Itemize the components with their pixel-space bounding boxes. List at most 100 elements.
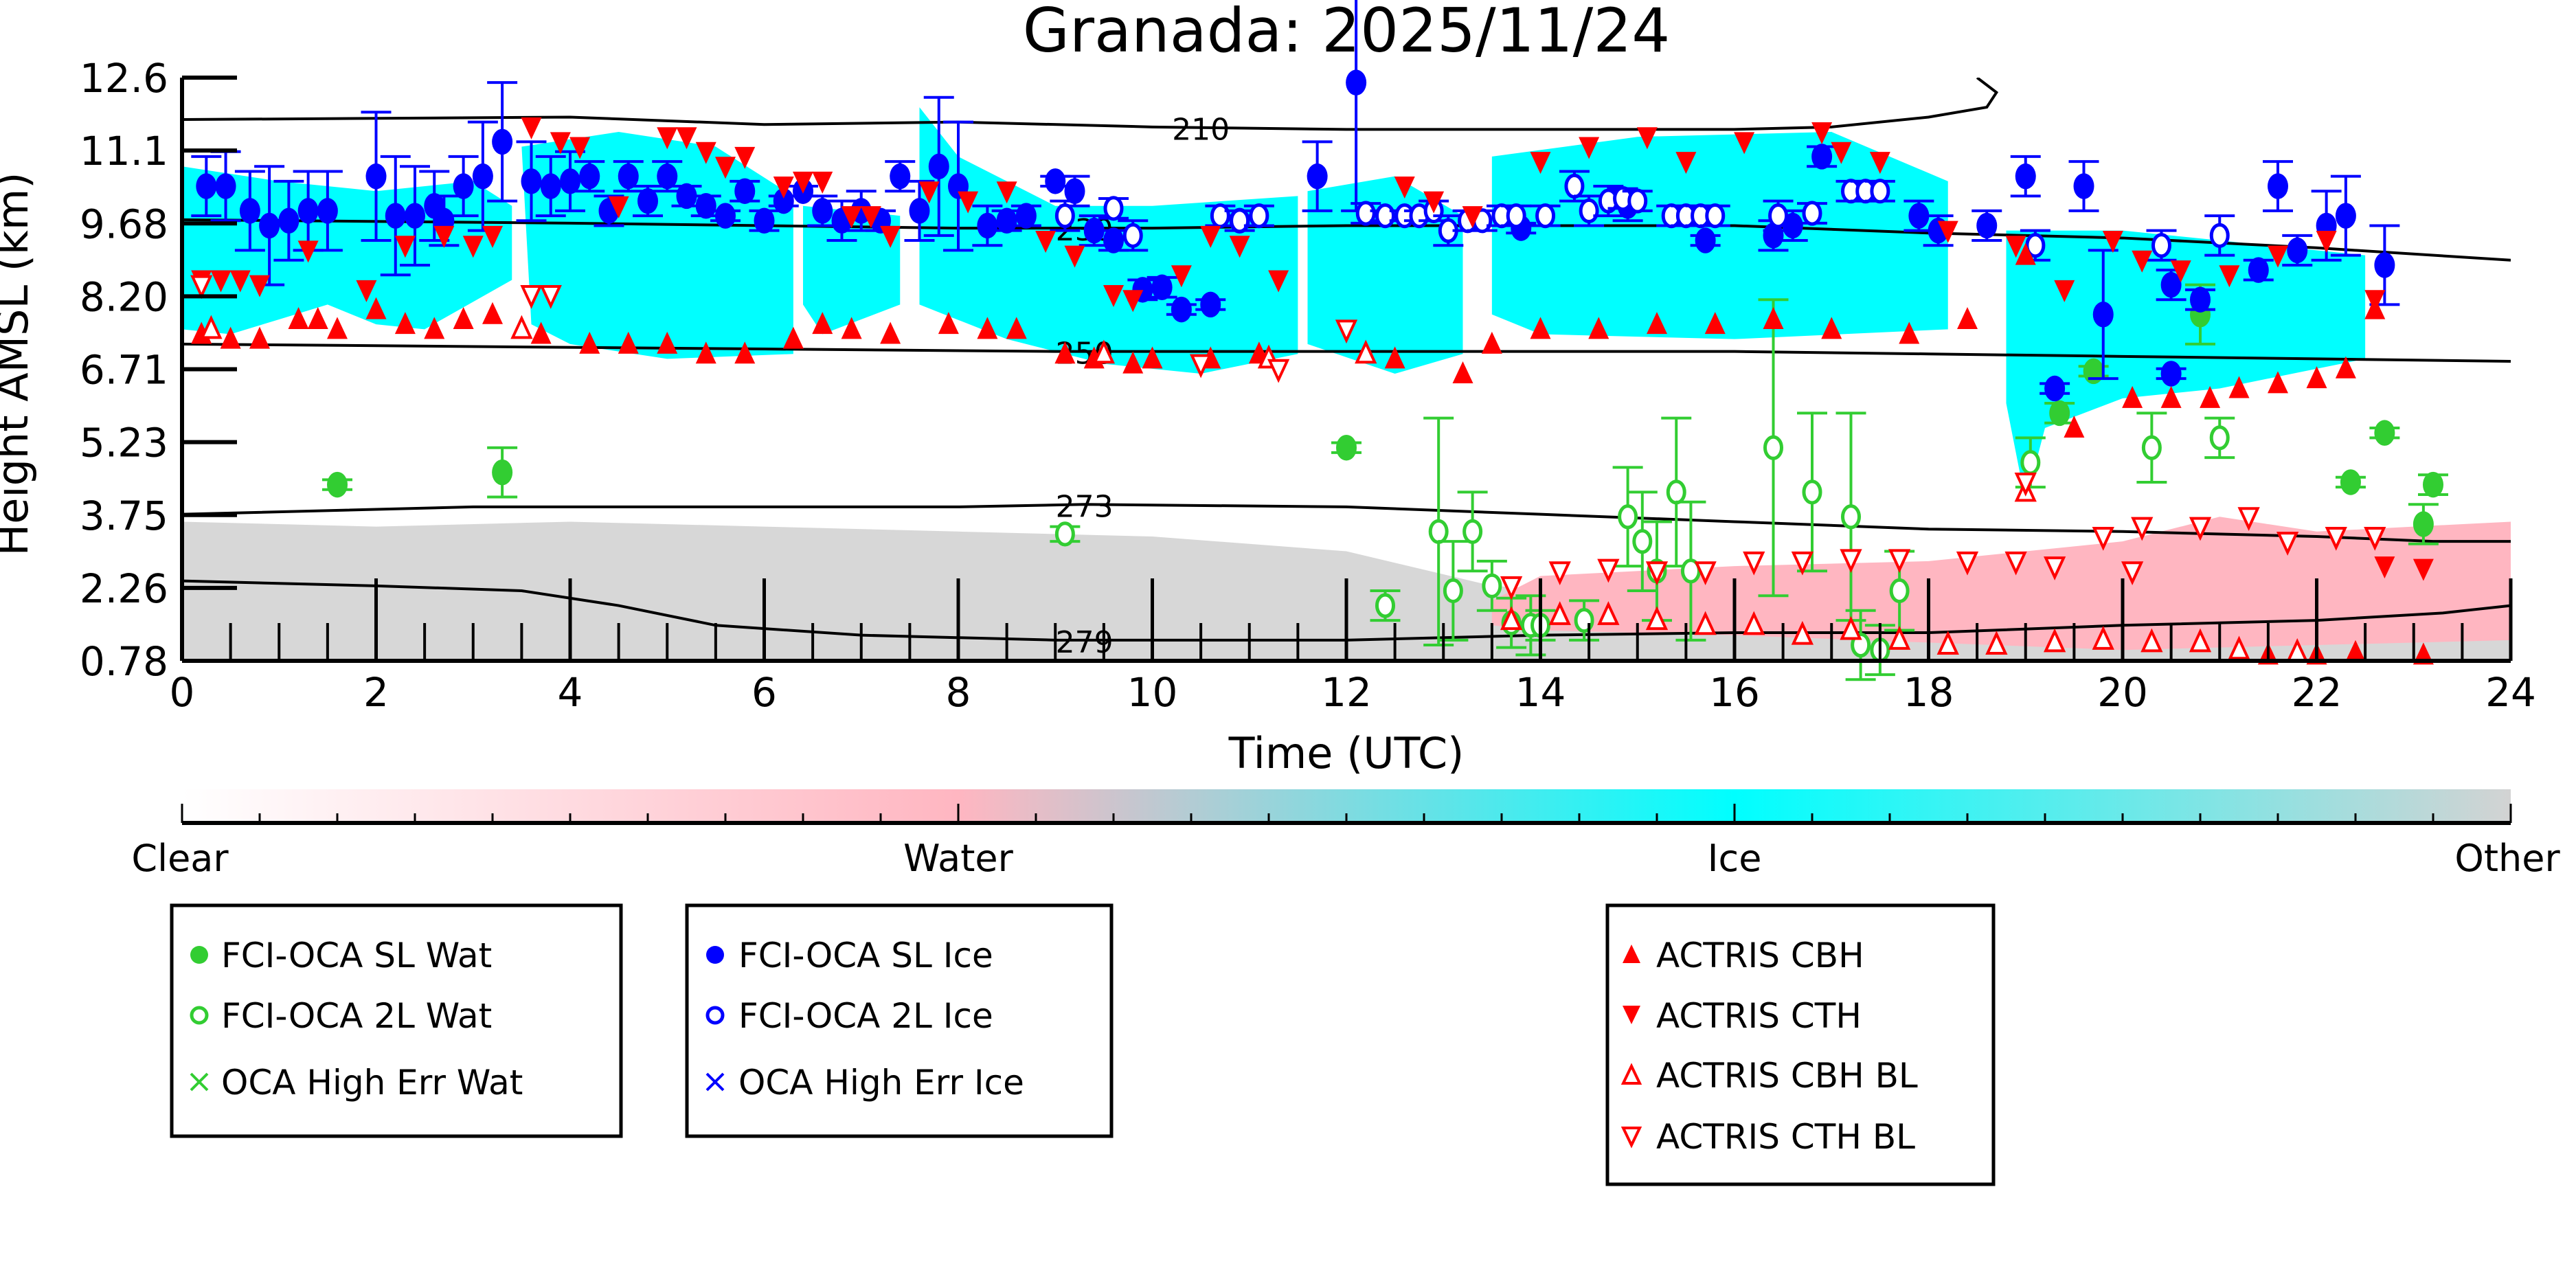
- data-point: [1937, 221, 1958, 243]
- data-point: [1956, 551, 1979, 576]
- legend-label: FCI-OCA SL Ice: [738, 936, 993, 975]
- data-point: [327, 317, 348, 339]
- data-point: [2132, 250, 2153, 273]
- data-point: [2005, 236, 2026, 258]
- x-tick-label: 20: [2097, 669, 2148, 716]
- data-point: [2189, 628, 2212, 653]
- data-point: [405, 203, 425, 229]
- data-point: [356, 280, 377, 302]
- data-point: [1645, 561, 1669, 586]
- data-point: [2287, 237, 2308, 264]
- data-point: [1092, 339, 1116, 364]
- data-point: [2268, 245, 2288, 268]
- data-point: [2219, 265, 2240, 288]
- legend-label: ACTRIS CBH BL: [1656, 1056, 1918, 1096]
- x-tick-label: 12: [1321, 669, 1372, 716]
- data-point: [453, 173, 474, 199]
- data-point: [1103, 196, 1124, 221]
- data-point: [2209, 223, 2230, 248]
- legend-marker-triangle-down-open: [1620, 1127, 1642, 1149]
- data-markers: [190, 0, 2448, 681]
- data-point: [715, 157, 736, 179]
- x-axis-label: Time (UTC): [1228, 728, 1465, 778]
- data-point: [637, 188, 658, 214]
- data-point: [2209, 425, 2230, 451]
- data-point: [220, 326, 241, 349]
- data-point: [2049, 400, 2070, 427]
- data-point: [1045, 168, 1066, 194]
- data-point: [190, 275, 213, 300]
- data-point: [1763, 435, 1783, 460]
- y-tick-label: 5.23: [80, 420, 168, 466]
- data-point: [278, 207, 300, 234]
- data-point: [2015, 163, 2036, 190]
- data-point: [1151, 274, 1173, 301]
- data-point: [657, 331, 678, 354]
- data-point: [1632, 529, 1653, 554]
- data-point: [1200, 291, 1221, 318]
- data-point: [1743, 551, 1765, 576]
- data-point: [734, 341, 756, 364]
- legend-marker-circle-filled: [706, 946, 724, 964]
- legend-marker-circle-open: [705, 1006, 725, 1025]
- data-point: [196, 173, 217, 199]
- colorbar-label-water: Water: [903, 837, 1013, 880]
- data-point: [569, 137, 591, 159]
- data-point: [1831, 142, 1852, 164]
- x-tick-label: 8: [946, 669, 971, 716]
- data-point: [394, 312, 416, 335]
- data-point: [1840, 549, 1862, 574]
- data-point: [2374, 556, 2395, 579]
- data-point: [1462, 519, 1483, 544]
- cloud-mask-ice: [2006, 230, 2366, 502]
- data-point: [482, 302, 503, 324]
- data-point: [1579, 137, 1600, 159]
- data-point: [1802, 201, 1822, 226]
- data-point: [2268, 173, 2288, 199]
- data-point: [2190, 286, 2211, 313]
- data-point: [2413, 511, 2434, 537]
- legend-marker-x-icon: [705, 1072, 725, 1092]
- chart-title: Granada: 2025/11/24: [1023, 0, 1671, 66]
- data-point: [608, 196, 629, 218]
- data-point: [1564, 173, 1585, 199]
- colorbar-ticks: [181, 804, 2512, 823]
- data-point: [1452, 361, 1473, 383]
- data-point: [1103, 227, 1124, 253]
- y-tick-label: 3.75: [80, 493, 168, 539]
- data-point: [715, 203, 736, 229]
- data-point: [2248, 257, 2269, 283]
- data-point: [1210, 203, 1230, 229]
- data-point: [365, 163, 387, 190]
- legend-label: ACTRIS CTH: [1656, 996, 1862, 1036]
- y-tick-label: 9.68: [80, 201, 168, 247]
- legend-label: FCI-OCA SL Wat: [221, 936, 492, 975]
- data-point: [297, 198, 319, 224]
- data-point: [297, 240, 319, 263]
- data-point: [734, 178, 756, 204]
- data-point: [1579, 198, 1599, 224]
- data-point: [472, 163, 493, 190]
- data-point: [530, 321, 552, 344]
- data-point: [1811, 122, 1833, 145]
- legend-label: FCI-OCA 2L Wat: [221, 996, 492, 1036]
- data-point: [1791, 551, 1814, 576]
- data-point: [539, 285, 562, 309]
- data-point: [618, 331, 639, 354]
- data-point: [860, 206, 881, 229]
- data-point: [1171, 265, 1192, 288]
- data-point: [1054, 341, 1076, 364]
- colorbar: Clear Water Ice Other: [131, 789, 2560, 880]
- data-point: [1307, 163, 1328, 190]
- legend-label: OCA High Err Ice: [738, 1063, 1024, 1103]
- y-axis-label: Height AMSL (km): [0, 172, 38, 556]
- data-point: [1694, 561, 1717, 586]
- legend-label: ACTRIS CTH BL: [1656, 1117, 1915, 1157]
- data-point: [462, 236, 484, 258]
- data-point: [812, 171, 833, 194]
- data-point: [918, 181, 940, 204]
- data-point: [2325, 526, 2347, 551]
- data-point: [2345, 640, 2366, 662]
- data-point: [1636, 127, 1658, 150]
